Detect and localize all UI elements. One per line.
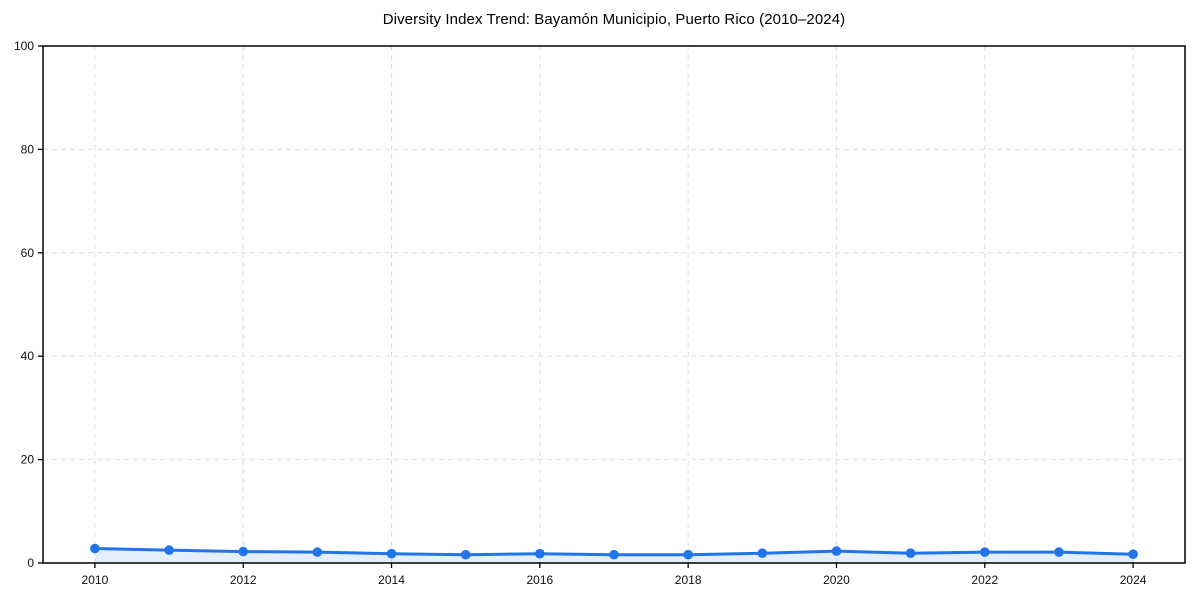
data-point-2016 xyxy=(535,548,545,559)
x-tick-label-2022: 2022 xyxy=(971,573,998,587)
data-point-2019 xyxy=(757,548,768,558)
chart-title: Diversity Index Trend: Bayamón Municipio… xyxy=(382,11,846,28)
data-point-2022 xyxy=(980,547,990,557)
data-point-2023 xyxy=(1054,547,1064,557)
data-point-2011 xyxy=(164,545,174,555)
x-tick-label-2024: 2024 xyxy=(1120,573,1147,587)
data-point-2012 xyxy=(238,546,248,557)
data-point-2018 xyxy=(683,549,693,560)
x-tick-label-2014: 2014 xyxy=(378,573,405,587)
y-tick-label-100: 100 xyxy=(14,39,34,53)
y-tick-label-20: 20 xyxy=(21,453,35,467)
x-tick-label-2010: 2010 xyxy=(82,573,109,587)
y-tick-label-40: 40 xyxy=(21,349,35,363)
y-tick-label-0: 0 xyxy=(27,556,34,570)
data-point-2013 xyxy=(312,547,323,557)
x-tick-label-2020: 2020 xyxy=(823,573,850,587)
x-tick-label-2018: 2018 xyxy=(675,573,702,587)
y-tick-label-60: 60 xyxy=(21,246,35,260)
y-tick-label-80: 80 xyxy=(21,142,35,156)
data-point-2021 xyxy=(905,548,916,558)
x-tick-label-2016: 2016 xyxy=(526,573,553,587)
data-point-2020 xyxy=(831,546,842,556)
data-point-2024 xyxy=(1128,549,1138,559)
data-point-2015 xyxy=(460,549,471,560)
data-point-2017 xyxy=(609,549,619,560)
x-tick-label-2012: 2012 xyxy=(230,573,257,587)
data-point-2014 xyxy=(386,548,397,559)
axes-spines xyxy=(42,45,1186,564)
data-point-2010 xyxy=(90,543,100,554)
